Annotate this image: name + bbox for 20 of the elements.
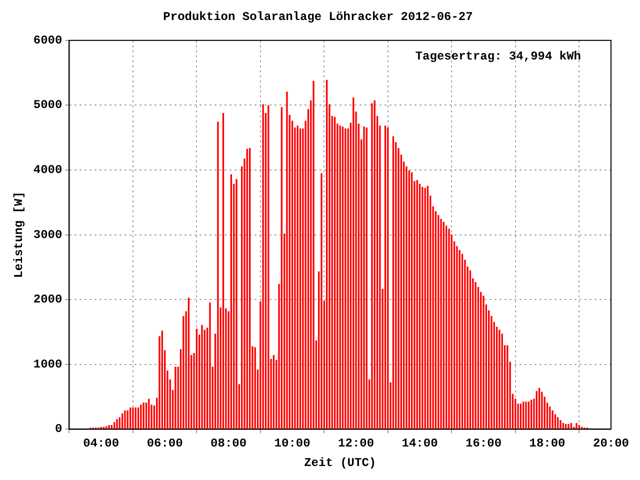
y-tick-label: 0 — [55, 422, 62, 436]
y-tick-label: 4000 — [33, 163, 62, 178]
x-tick-label: 10:00 — [274, 436, 310, 450]
chart-title: Produktion Solaranlage Löhracker 2012-06-27 — [163, 10, 473, 24]
y-axis-title: Leistung [W] — [12, 192, 26, 278]
x-tick-label: 04:00 — [83, 436, 120, 450]
x-tick-label: 16:00 — [466, 436, 502, 450]
x-axis-title: Zeit (UTC) — [304, 456, 376, 470]
y-tick-label: 5000 — [33, 98, 62, 112]
y-tick-label: 3000 — [33, 228, 62, 242]
x-tick-label: 12:00 — [338, 436, 374, 450]
x-tick-label: 08:00 — [210, 436, 247, 450]
x-tick-label: 18:00 — [529, 436, 566, 450]
annotation: Tagesertrag: 34,994 kWh — [415, 49, 581, 64]
x-tick-label: 06:00 — [146, 436, 183, 450]
y-tick-label: 1000 — [33, 357, 62, 372]
x-tick-label: 14:00 — [402, 436, 438, 450]
x-tick-label: 20:00 — [592, 436, 630, 450]
y-tick-label: 2000 — [33, 292, 62, 307]
y-tick-label: 6000 — [33, 33, 62, 48]
